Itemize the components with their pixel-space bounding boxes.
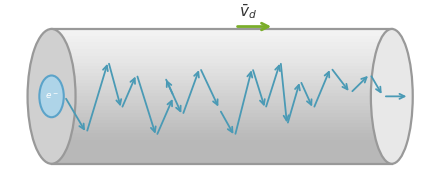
Bar xyxy=(51,69,391,73)
Bar xyxy=(51,157,391,160)
Bar xyxy=(51,150,391,154)
Bar xyxy=(51,90,391,93)
Bar xyxy=(51,56,391,59)
Bar xyxy=(51,123,391,127)
Bar xyxy=(51,32,391,36)
Bar xyxy=(51,154,391,157)
Bar xyxy=(51,110,391,113)
Bar xyxy=(51,137,391,140)
Bar xyxy=(51,46,391,49)
Bar xyxy=(51,86,391,90)
Bar xyxy=(51,59,391,63)
Bar xyxy=(51,160,391,164)
Text: $\bar{v}_d$: $\bar{v}_d$ xyxy=(238,2,256,21)
Bar xyxy=(51,83,391,86)
Text: $e^-$: $e^-$ xyxy=(45,91,58,101)
Bar xyxy=(51,36,391,39)
Bar xyxy=(51,127,391,130)
Bar xyxy=(51,73,391,76)
Bar xyxy=(51,42,391,46)
Bar xyxy=(51,140,391,143)
Bar xyxy=(51,103,391,106)
Ellipse shape xyxy=(39,75,64,117)
Bar xyxy=(51,39,391,42)
Bar xyxy=(51,106,391,110)
Bar xyxy=(51,113,391,117)
Bar xyxy=(51,134,391,137)
Ellipse shape xyxy=(28,29,75,164)
Bar xyxy=(51,49,391,53)
Bar xyxy=(51,100,391,103)
Bar xyxy=(51,117,391,120)
Bar xyxy=(51,66,391,69)
Bar xyxy=(51,143,391,147)
Ellipse shape xyxy=(370,29,412,164)
Bar xyxy=(51,120,391,123)
Bar xyxy=(51,63,391,66)
Bar xyxy=(51,93,391,96)
Bar xyxy=(51,80,391,83)
Bar xyxy=(51,53,391,56)
Bar xyxy=(51,96,391,100)
Bar xyxy=(51,147,391,150)
Bar xyxy=(51,130,391,134)
Bar xyxy=(51,29,391,32)
Bar xyxy=(51,76,391,80)
